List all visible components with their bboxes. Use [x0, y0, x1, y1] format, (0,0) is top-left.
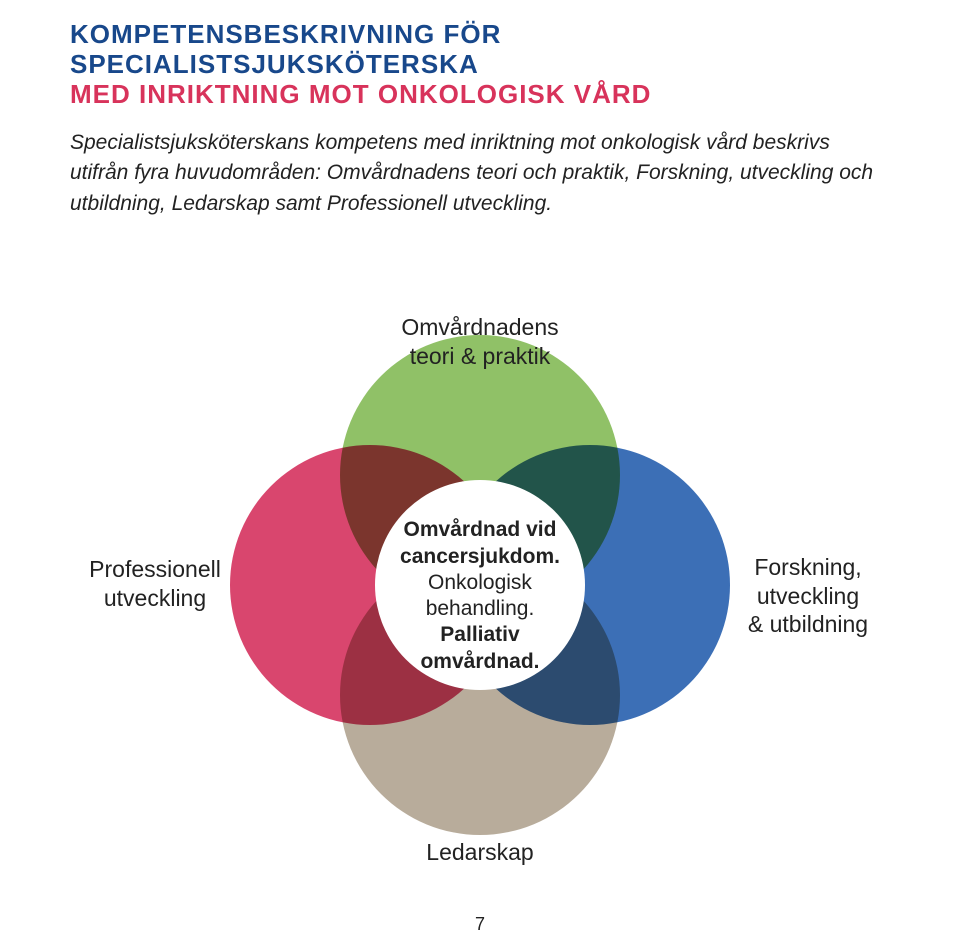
page: KOMPETENSBESKRIVNING FÖR SPECIALISTSJUKS… [0, 0, 960, 945]
label-center: Omvårdnad vidcancersjukdom.Onkologiskbeh… [370, 517, 590, 675]
label-top: Omvårdnadensteori & praktik [350, 313, 610, 371]
label-bottom: Ledarskap [370, 838, 590, 867]
label-left: Professionellutveckling [45, 555, 265, 613]
label-right: Forskning,utveckling& utbildning [698, 553, 918, 639]
venn-diagram: Omvårdnadensteori & praktik Professionel… [0, 0, 960, 945]
page-number: 7 [0, 914, 960, 935]
